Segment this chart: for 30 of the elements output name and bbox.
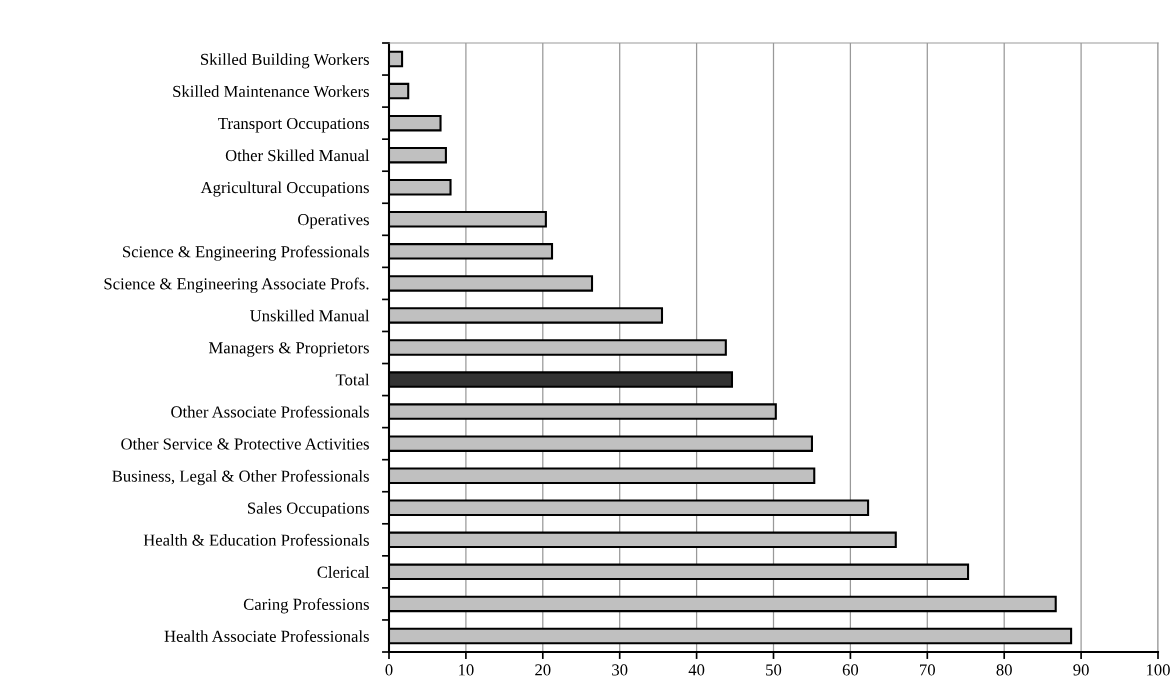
y-tick-label: Unskilled Manual [250, 309, 370, 322]
x-tick-label: 50 [766, 664, 782, 676]
y-tick-label: Operatives [298, 214, 369, 229]
y-tick-label: Skilled Building Workers [201, 53, 369, 69]
x-tick-label: 10 [459, 664, 474, 676]
y-tick-label: Skilled Maintenance Workers [173, 85, 369, 98]
x-tick-label: 0 [385, 664, 393, 676]
x-tick-label: 40 [688, 664, 705, 676]
y-tick-label: Agricultural Occupations [200, 181, 369, 197]
x-tick-label: 80 [996, 664, 1012, 676]
y-tick-label: Other Skilled Manual [225, 149, 370, 162]
y-tick-label: Health Associate Professionals [164, 630, 369, 642]
y-tick-label: Science & Engineering Associate Profs. [104, 277, 369, 293]
y-tick-label: Caring Professions [243, 598, 369, 614]
x-tick-label: 100 [1146, 664, 1170, 676]
y-tick-label: Total [335, 373, 370, 386]
y-tick-label: Managers & Proprietors [208, 342, 369, 357]
x-tick-label: 70 [920, 664, 935, 676]
y-tick-label: Science & Engineering Professionals [123, 245, 369, 261]
x-tick-label: 90 [1073, 664, 1089, 676]
y-tick-label: Sales Occupations [248, 501, 369, 518]
y-tick-label: Health & Education Professionals [143, 533, 369, 546]
y-tick-label: Business, Legal & Other Professionals [112, 469, 369, 486]
x-tick-label: 60 [842, 664, 859, 676]
y-tick-label: Other Service & Protective Activities [121, 437, 369, 450]
x-tick-label: 30 [612, 664, 628, 676]
x-tick-label: 20 [535, 664, 551, 676]
y-tick-label: Other Associate Professionals [171, 405, 369, 418]
y-tick-label: Transport Occupations [218, 117, 369, 133]
y-tick-label: Clerical [317, 566, 370, 578]
